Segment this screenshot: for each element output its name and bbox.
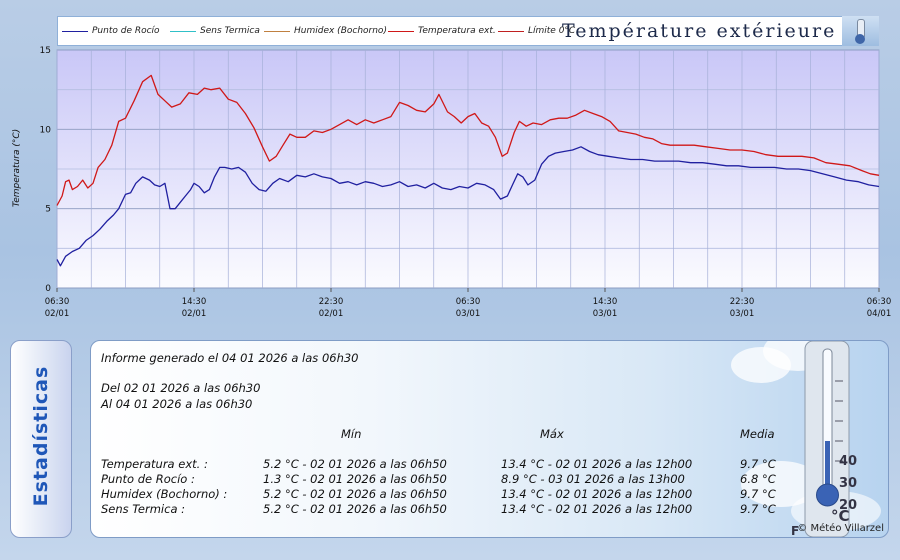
- x-tick-date: 03/01: [593, 309, 618, 319]
- y-axis-label: Temperatura (°C): [12, 128, 22, 208]
- thermo-tick-20: 20: [839, 498, 857, 513]
- legend-line-humidex: [264, 31, 290, 32]
- y-tick-label: 15: [40, 46, 51, 56]
- legend-line-temperature: [388, 31, 414, 32]
- row-avg: 9.7 °C: [740, 502, 776, 516]
- row-label: Temperatura ext. :: [101, 457, 208, 471]
- row-avg: 9.7 °C: [740, 457, 776, 471]
- row-min: 5.2 °C - 02 01 2026 a las 06h50: [263, 502, 447, 516]
- chart-title: Température extérieure: [562, 20, 837, 42]
- legend-label-windchill: Sens Termica: [200, 26, 260, 36]
- row-label: Punto de Rocío :: [101, 472, 195, 486]
- thermo-unit-c: °C: [831, 507, 850, 525]
- row-avg: 6.8 °C: [740, 472, 776, 486]
- row-min: 5.2 °C - 02 01 2026 a las 06h50: [263, 457, 447, 471]
- x-tick-date: 03/01: [730, 309, 755, 319]
- thermo-tick-40: 40: [839, 454, 857, 469]
- x-tick-time: 22:30: [319, 297, 344, 307]
- x-tick-date: 02/01: [319, 309, 344, 319]
- y-tick-label: 10: [40, 125, 52, 135]
- series-lines: [56, 74, 880, 267]
- statistics-tab[interactable]: Estadísticas: [10, 340, 72, 538]
- row-avg: 9.7 °C: [740, 487, 776, 501]
- x-tick-time: 06:30: [456, 297, 481, 307]
- legend-label-freezing: Límite 0°C: [528, 26, 576, 36]
- thermo-unit-f: °F: [791, 524, 799, 538]
- x-tick-time: 22:30: [730, 297, 755, 307]
- legend-line-dewpoint: [62, 31, 88, 32]
- row-min: 1.3 °C - 02 01 2026 a las 06h50: [263, 472, 447, 486]
- header-min: Mín: [341, 427, 362, 441]
- x-tick-time: 14:30: [593, 297, 618, 307]
- header-max: Máx: [540, 427, 564, 441]
- period-to: Al 04 01 2026 a las 06h30: [101, 397, 253, 411]
- series-line-temperature: [56, 74, 880, 206]
- x-tick-date: 02/01: [45, 309, 70, 319]
- y-tick-label: 0: [45, 284, 51, 294]
- legend-line-windchill: [170, 31, 196, 32]
- temperature-chart: 0 5 10 15 06:30 02/01 14:30 02/01 22:30 02/01 06:3…: [40, 46, 892, 319]
- x-tick-time: 06:30: [45, 297, 70, 307]
- x-tick-time: 14:30: [182, 297, 207, 307]
- thermometer-illustration: 40 30 20 °C °F: [791, 341, 857, 538]
- x-tick-date: 02/01: [182, 309, 207, 319]
- row-label: Sens Termica :: [101, 502, 186, 516]
- statistics-panel: Informe generado el 04 01 2026 a las 06h…: [90, 340, 889, 538]
- header-avg: Media: [740, 427, 775, 441]
- x-tick-time: 06:30: [867, 297, 892, 307]
- row-max: 13.4 °C - 02 01 2026 a las 12h00: [501, 487, 693, 501]
- legend-label-temperature: Temperatura ext.: [418, 26, 496, 36]
- thermometer-icon: [842, 16, 879, 46]
- y-tick-label: 5: [45, 205, 51, 215]
- watermark: © Météo Villarzel: [797, 523, 884, 534]
- legend-line-freezing: [498, 31, 524, 32]
- legend-label-humidex: Humidex (Bochorno): [294, 26, 387, 36]
- x-tick-date: 04/01: [867, 309, 892, 319]
- row-max: 13.4 °C - 02 01 2026 a las 12h00: [501, 502, 693, 516]
- row-max: 8.9 °C - 03 01 2026 a las 13h00: [501, 472, 685, 486]
- row-min: 5.2 °C - 02 01 2026 a las 06h50: [263, 487, 447, 501]
- row-label: Humidex (Bochorno) :: [101, 487, 228, 501]
- axis-labels: 0 5 10 15 06:30 02/01 14:30 02/01 22:30 02/01 06:3…: [40, 46, 892, 319]
- x-tick-date: 03/01: [456, 309, 481, 319]
- period-from: Del 02 01 2026 a las 06h30: [101, 381, 261, 395]
- report-generated-line: Informe generado el 04 01 2026 a las 06h…: [101, 351, 359, 365]
- series-line-dewpoint: [56, 146, 880, 267]
- row-max: 13.4 °C - 02 01 2026 a las 12h00: [501, 457, 693, 471]
- thermo-tick-30: 30: [839, 476, 857, 491]
- statistics-tab-label: Estadísticas: [30, 365, 52, 507]
- legend-label-dewpoint: Punto de Rocío: [92, 26, 160, 36]
- chart-legend: Punto de Rocío Sens Termica Humidex (Boc…: [57, 16, 879, 46]
